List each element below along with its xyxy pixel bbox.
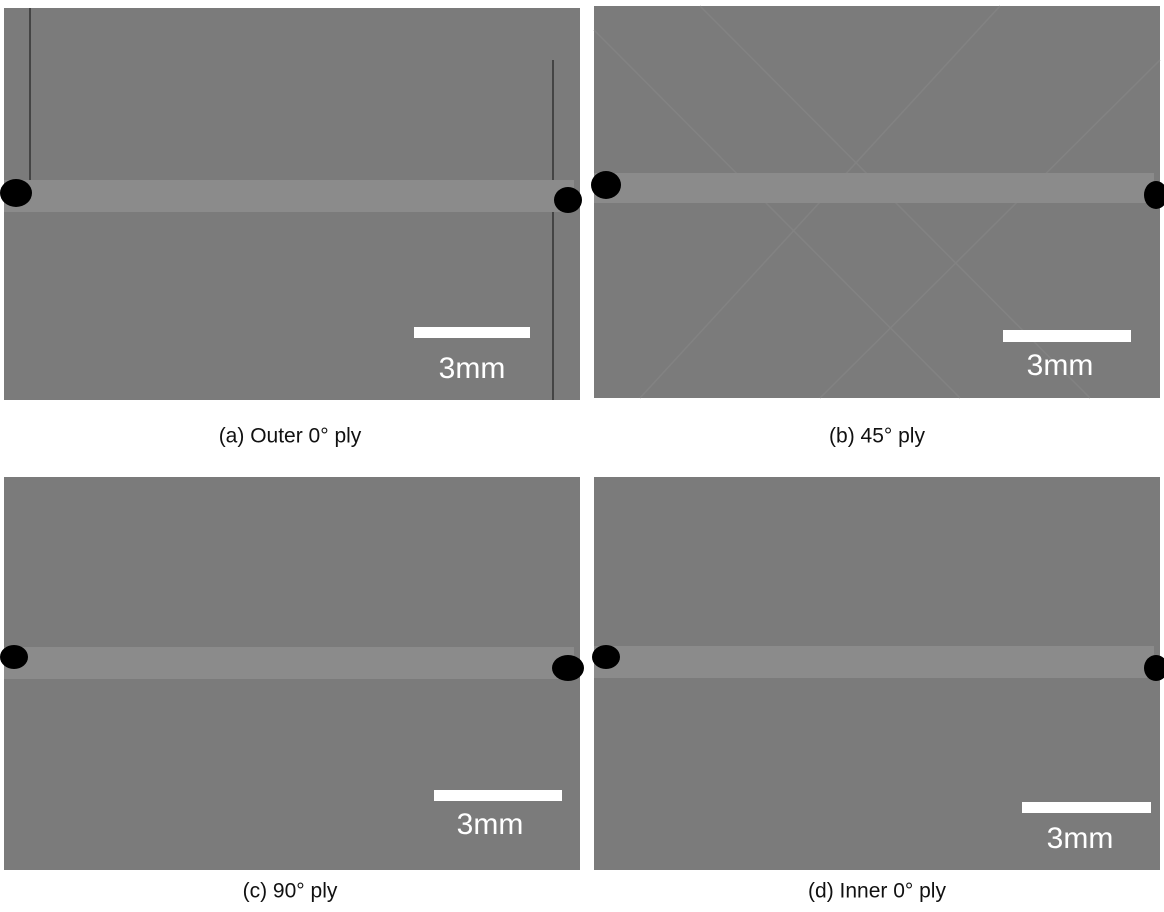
caption: (d) Inner 0° ply (808, 880, 946, 903)
caption: (b) 45° ply (829, 425, 925, 448)
scale-bar (414, 327, 530, 338)
scale-bar (1022, 802, 1151, 813)
caption: (a) Outer 0° ply (219, 425, 362, 448)
caption: (c) 90° ply (243, 880, 338, 903)
panel: 3mm (d) Inner 0° ply (592, 477, 1164, 903)
panel: 3mm (c) 90° ply (0, 477, 584, 903)
scale-bar (434, 790, 562, 801)
scale-label: 3mm (457, 808, 524, 841)
scale-label: 3mm (1027, 349, 1094, 382)
figure: 3mm (a) Outer 0° ply 3mm (b) 45° ply 3mm… (0, 0, 1164, 912)
panel: 3mm (b) 45° ply (591, 6, 1164, 448)
panel: 3mm (a) Outer 0° ply (0, 8, 582, 448)
scale-label: 3mm (1047, 822, 1114, 855)
scale-bar (1003, 330, 1131, 342)
scale-label: 3mm (439, 352, 506, 385)
